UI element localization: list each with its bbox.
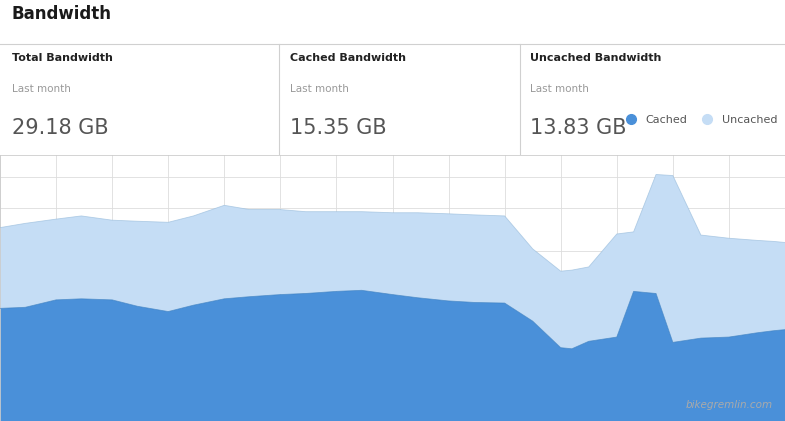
Text: Last month: Last month — [290, 84, 349, 94]
Text: Cached Bandwidth: Cached Bandwidth — [290, 53, 407, 63]
Legend: Cached, Uncached: Cached, Uncached — [618, 113, 780, 128]
Text: 15.35 GB: 15.35 GB — [290, 118, 387, 138]
Text: Last month: Last month — [530, 84, 589, 94]
Text: Total Bandwidth: Total Bandwidth — [12, 53, 113, 63]
Text: 29.18 GB: 29.18 GB — [12, 118, 108, 138]
Text: bikegremlin.com: bikegremlin.com — [686, 400, 773, 410]
Text: Uncached Bandwidth: Uncached Bandwidth — [530, 53, 661, 63]
Text: Last month: Last month — [12, 84, 71, 94]
Text: 13.83 GB: 13.83 GB — [530, 118, 626, 138]
Text: Bandwidth: Bandwidth — [12, 5, 111, 23]
